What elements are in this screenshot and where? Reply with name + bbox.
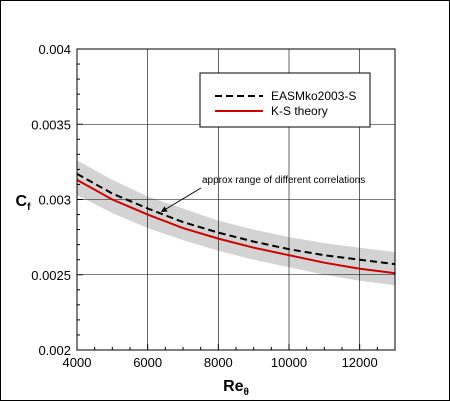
y-tick-label: 0.003 [38, 193, 71, 208]
x-tick-label: 10000 [271, 355, 307, 370]
y-axis-title: Cf [16, 193, 32, 213]
y-tick-label: 0.0035 [31, 117, 71, 132]
annotation: approx range of different correlations [160, 175, 365, 213]
x-axis-title-subscript: θ [244, 387, 249, 398]
legend-label-easmko2003-s: EASMko2003-S [271, 89, 356, 103]
series-layer [76, 173, 396, 275]
legend-label-ks-theory: K-S theory [271, 104, 328, 118]
x-tick-label: 6000 [133, 355, 162, 370]
tick-labels-layer: 4000 6000 8000 10000 12000 0.002 0.0025 0.003 0.… [31, 42, 378, 370]
series-line-ks-theory [76, 179, 396, 275]
legend: EASMko2003-S K-S theory [199, 72, 371, 128]
x-tick-label: 8000 [204, 355, 233, 370]
y-axis-title-subscript: f [27, 202, 31, 213]
y-tick-label: 0.002 [38, 343, 71, 358]
x-axis-title-main: Re [223, 378, 244, 395]
ticks-layer [76, 48, 396, 351]
series-line-easmko2003-s [76, 173, 396, 266]
x-tick-label: 4000 [63, 355, 92, 370]
x-tick-label: 12000 [342, 355, 378, 370]
x-axis-title: Reθ [223, 378, 249, 398]
y-tick-label: 0.0025 [31, 268, 71, 283]
legend-box [199, 72, 371, 128]
annotation-arrow [160, 187, 202, 213]
y-tick-label: 0.004 [38, 42, 71, 57]
annotation-text: approx range of different correlations [202, 175, 365, 186]
y-axis-title-main: C [16, 193, 28, 210]
